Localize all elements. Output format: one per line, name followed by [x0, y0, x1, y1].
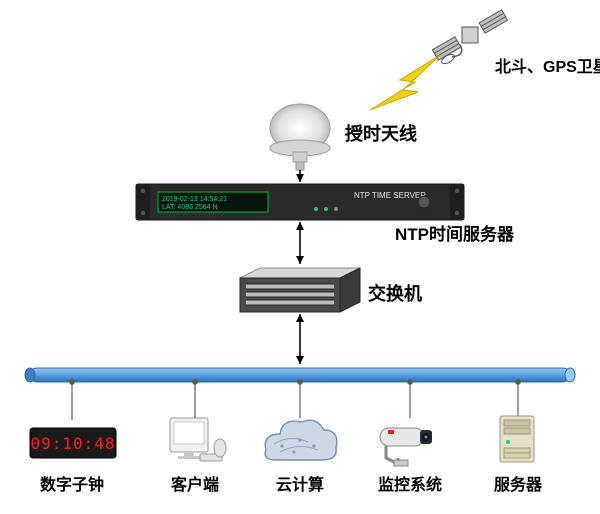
clock-time-text: 09:10:48 — [30, 434, 115, 453]
signal-icon — [370, 55, 440, 110]
ntp-device-text: NTP TIME SERVER — [354, 191, 426, 200]
cloud-icon — [265, 420, 337, 460]
antenna-icon — [270, 104, 330, 170]
label-clock: 数字子钟 — [40, 475, 104, 494]
ntp-display-line2: LAT: 4086.2564 N — [162, 204, 218, 211]
arrowhead — [296, 314, 304, 322]
label-cloud: 云计算 — [276, 475, 324, 494]
camera-icon — [380, 428, 432, 466]
switch-label: 交换机 — [368, 283, 422, 304]
arrowhead — [296, 356, 304, 364]
server-tower-icon — [500, 416, 534, 462]
ntp-display-line1: 2019-02-13 14:54:21 — [162, 196, 227, 203]
satellite-label: 北斗、GPS卫星 — [495, 58, 600, 76]
label-server: 服务器 — [494, 475, 543, 494]
diagram-canvas: 北斗、GPS卫星 授时天线 2019-02-13 14:54:21 LAT: 4… — [0, 0, 600, 514]
drop-lines — [70, 380, 521, 420]
ntp-server-icon: 2019-02-13 14:54:21 LAT: 4086.2564 N NTP… — [136, 184, 464, 220]
label-client: 客户端 — [171, 475, 219, 494]
antenna-label: 授时天线 — [345, 123, 417, 144]
ntp-label: NTP时间服务器 — [395, 224, 515, 244]
label-camera: 监控系统 — [378, 475, 442, 494]
arrowhead — [296, 174, 304, 182]
satellite-icon — [432, 10, 507, 66]
digital-clock-icon: 09:10:48 — [30, 428, 116, 458]
client-pc-icon — [170, 418, 226, 461]
arrowhead — [296, 222, 304, 230]
arrowhead — [296, 256, 304, 264]
switch-icon — [240, 268, 360, 312]
